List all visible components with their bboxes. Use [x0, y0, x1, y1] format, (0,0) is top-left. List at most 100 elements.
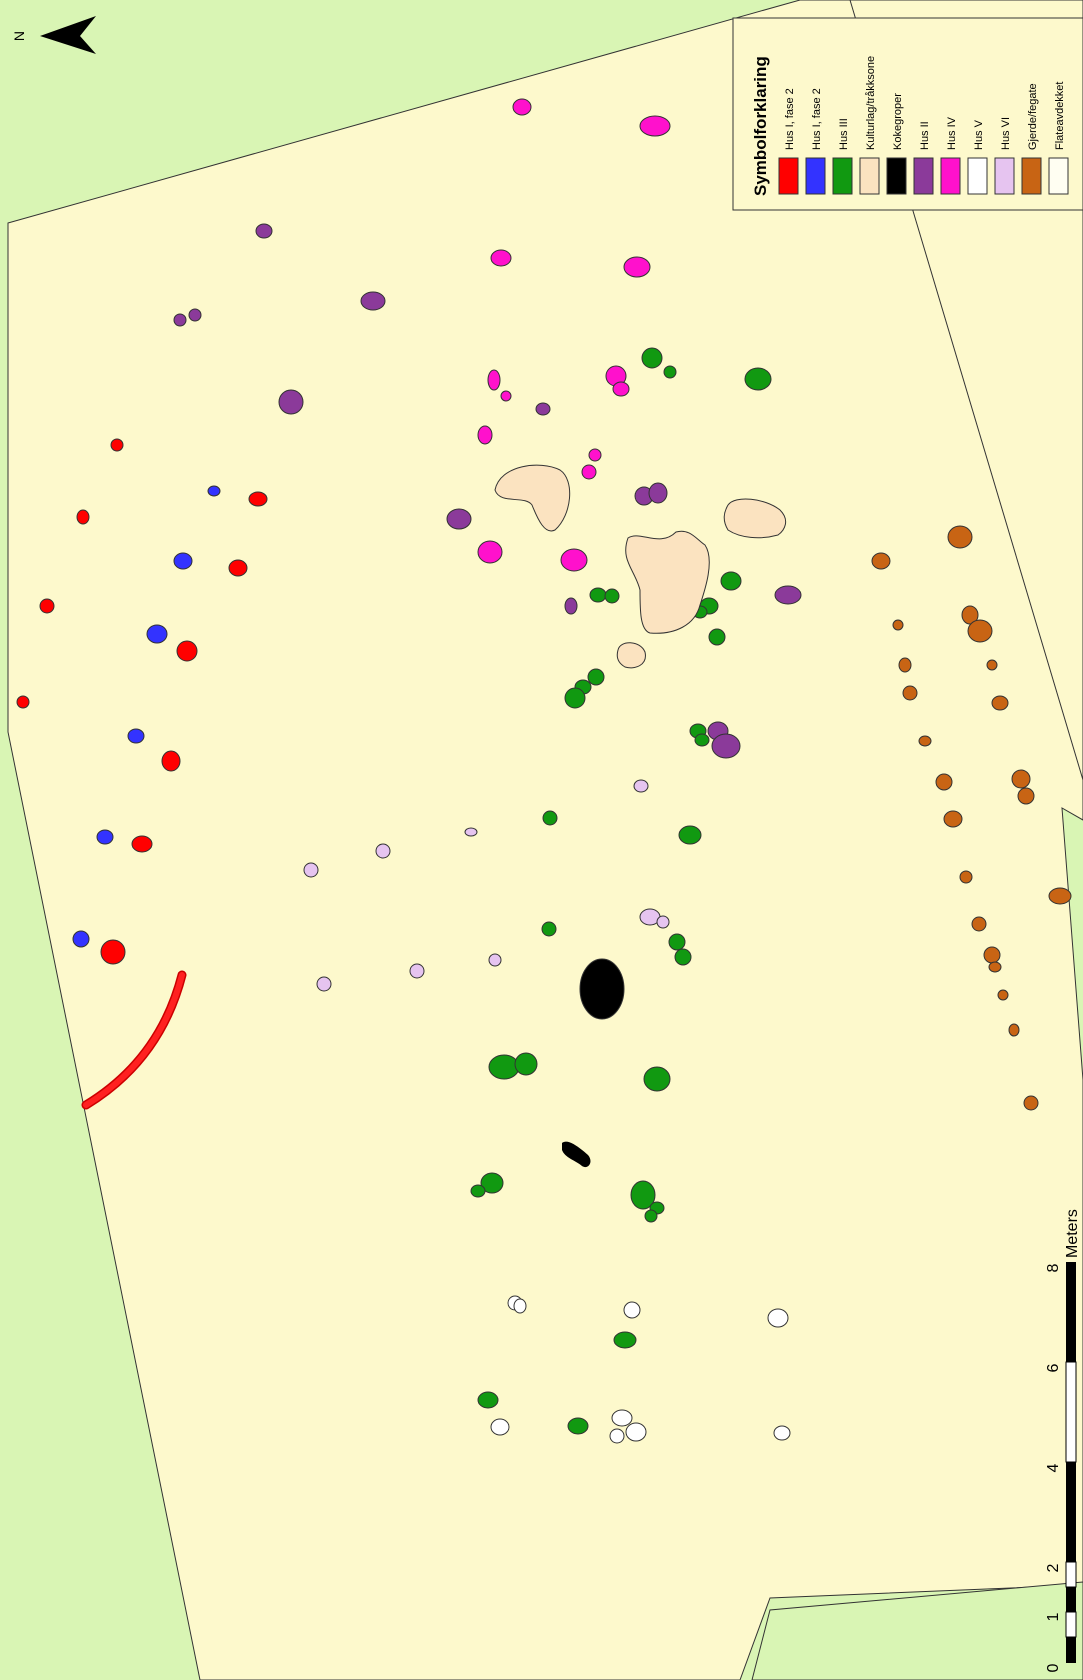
feature-posthole	[589, 587, 607, 603]
feature-posthole	[943, 810, 963, 828]
feature-posthole	[278, 389, 304, 415]
scalebar-segment	[1066, 1637, 1076, 1663]
feature-posthole	[623, 256, 651, 278]
feature-posthole	[991, 695, 1009, 711]
feature-posthole	[316, 976, 332, 992]
legend-swatch	[805, 157, 826, 195]
feature-posthole	[567, 1417, 589, 1435]
feature-posthole	[490, 249, 512, 267]
feature-posthole	[644, 1209, 658, 1223]
features-layer	[16, 98, 1072, 1444]
feature-posthole	[477, 540, 503, 564]
scalebar-segment	[1065, 1561, 1077, 1588]
feature-posthole	[564, 597, 578, 615]
scalebar-segment	[1066, 1462, 1076, 1562]
feature-posthole	[744, 367, 772, 391]
feature-posthole	[360, 291, 386, 311]
feature-posthole	[694, 733, 710, 747]
legend-label: Kokegroper	[892, 93, 904, 150]
feature-posthole	[971, 916, 987, 932]
feature-posthole	[477, 425, 493, 445]
legend-label: Kulturlag/tråkksone	[865, 56, 877, 150]
feature-posthole	[488, 1054, 520, 1080]
feature-posthole	[612, 381, 630, 397]
feature-posthole	[648, 482, 668, 504]
feature-posthole	[480, 1172, 504, 1194]
feature-posthole	[1011, 769, 1031, 789]
legend-label: Hus IV	[946, 116, 958, 150]
legend-items: Hus I, fase 2 Hus I, fase 2 Hus III Kulturl…	[778, 56, 1069, 195]
feature-posthole	[514, 1052, 538, 1076]
legend-swatch	[778, 157, 799, 195]
feature-posthole	[131, 835, 153, 853]
feature-posthole	[892, 619, 904, 631]
feature-posthole	[935, 773, 953, 791]
north-arrow-icon	[40, 16, 96, 54]
scalebar-tick: 1	[1045, 1612, 1062, 1621]
feature-posthole	[961, 605, 979, 625]
feature-posthole	[708, 628, 726, 646]
feature-posthole	[871, 552, 891, 570]
north-arrow: N	[11, 16, 96, 54]
feature-posthole	[663, 365, 677, 379]
feature-posthole	[541, 921, 557, 937]
cultural-layer	[625, 530, 710, 634]
feature-posthole	[630, 1180, 656, 1210]
feature-posthole	[959, 870, 973, 884]
feature-posthole	[303, 862, 319, 878]
feature-posthole	[248, 491, 268, 507]
feature-posthole	[587, 668, 605, 686]
scalebar: 8 6 4 2 1 0 Meters	[1045, 1209, 1081, 1672]
feature-posthole	[774, 585, 802, 605]
legend-swatch	[832, 157, 853, 195]
feature-posthole	[720, 571, 742, 591]
feature-posthole	[773, 1425, 791, 1441]
feature-posthole	[643, 1066, 671, 1092]
feature-posthole	[898, 657, 912, 673]
feature-posthole	[207, 485, 221, 497]
feature-posthole	[487, 369, 501, 391]
legend-swatch	[913, 157, 934, 195]
feature-posthole	[535, 402, 551, 416]
feature-posthole	[542, 810, 558, 826]
feature-posthole	[588, 448, 602, 462]
feature-posthole	[641, 347, 663, 369]
scalebar-tick: 6	[1045, 1363, 1062, 1372]
scalebar-segment	[1065, 1611, 1077, 1638]
scalebar-tick: 0	[1045, 1663, 1062, 1672]
scalebar-tick: 8	[1045, 1263, 1062, 1272]
cultural-layer	[723, 498, 787, 539]
feature-posthole	[477, 1391, 499, 1409]
legend: Symbolforklaring Hus I, fase 2 Hus I, fas…	[732, 17, 1083, 211]
legend-swatch	[1021, 157, 1042, 195]
feature-posthole	[668, 933, 686, 951]
scalebar-segment	[1066, 1262, 1076, 1362]
feature-posthole	[446, 508, 472, 530]
feature-posthole	[678, 825, 702, 845]
legend-swatch	[1048, 157, 1069, 195]
cultural-layer	[616, 642, 646, 669]
feature-posthole	[488, 953, 502, 967]
feature-posthole	[656, 915, 670, 929]
feature-posthole	[1008, 1023, 1020, 1037]
feature-posthole	[997, 989, 1009, 1001]
feature-posthole	[947, 525, 973, 549]
excavated-area	[7, 0, 1083, 1680]
feature-posthole	[560, 548, 588, 572]
legend-label: Flateavdekket	[1054, 82, 1066, 150]
feature-posthole	[470, 1184, 486, 1198]
feature-posthole	[72, 930, 90, 948]
feature-posthole	[918, 735, 932, 747]
legend-label: Hus I, fase 2	[784, 88, 796, 150]
feature-posthole	[409, 963, 425, 979]
feature-posthole	[625, 1422, 647, 1442]
feature-posthole	[983, 946, 1001, 964]
feature-posthole	[611, 1409, 633, 1427]
feature-posthole	[176, 640, 198, 662]
feature-posthole	[464, 827, 478, 837]
legend-swatch	[859, 157, 880, 195]
feature-posthole	[604, 588, 620, 604]
legend-title: Symbolforklaring	[751, 56, 770, 196]
feature-posthole	[633, 779, 649, 793]
scalebar-segment	[1066, 1587, 1076, 1612]
